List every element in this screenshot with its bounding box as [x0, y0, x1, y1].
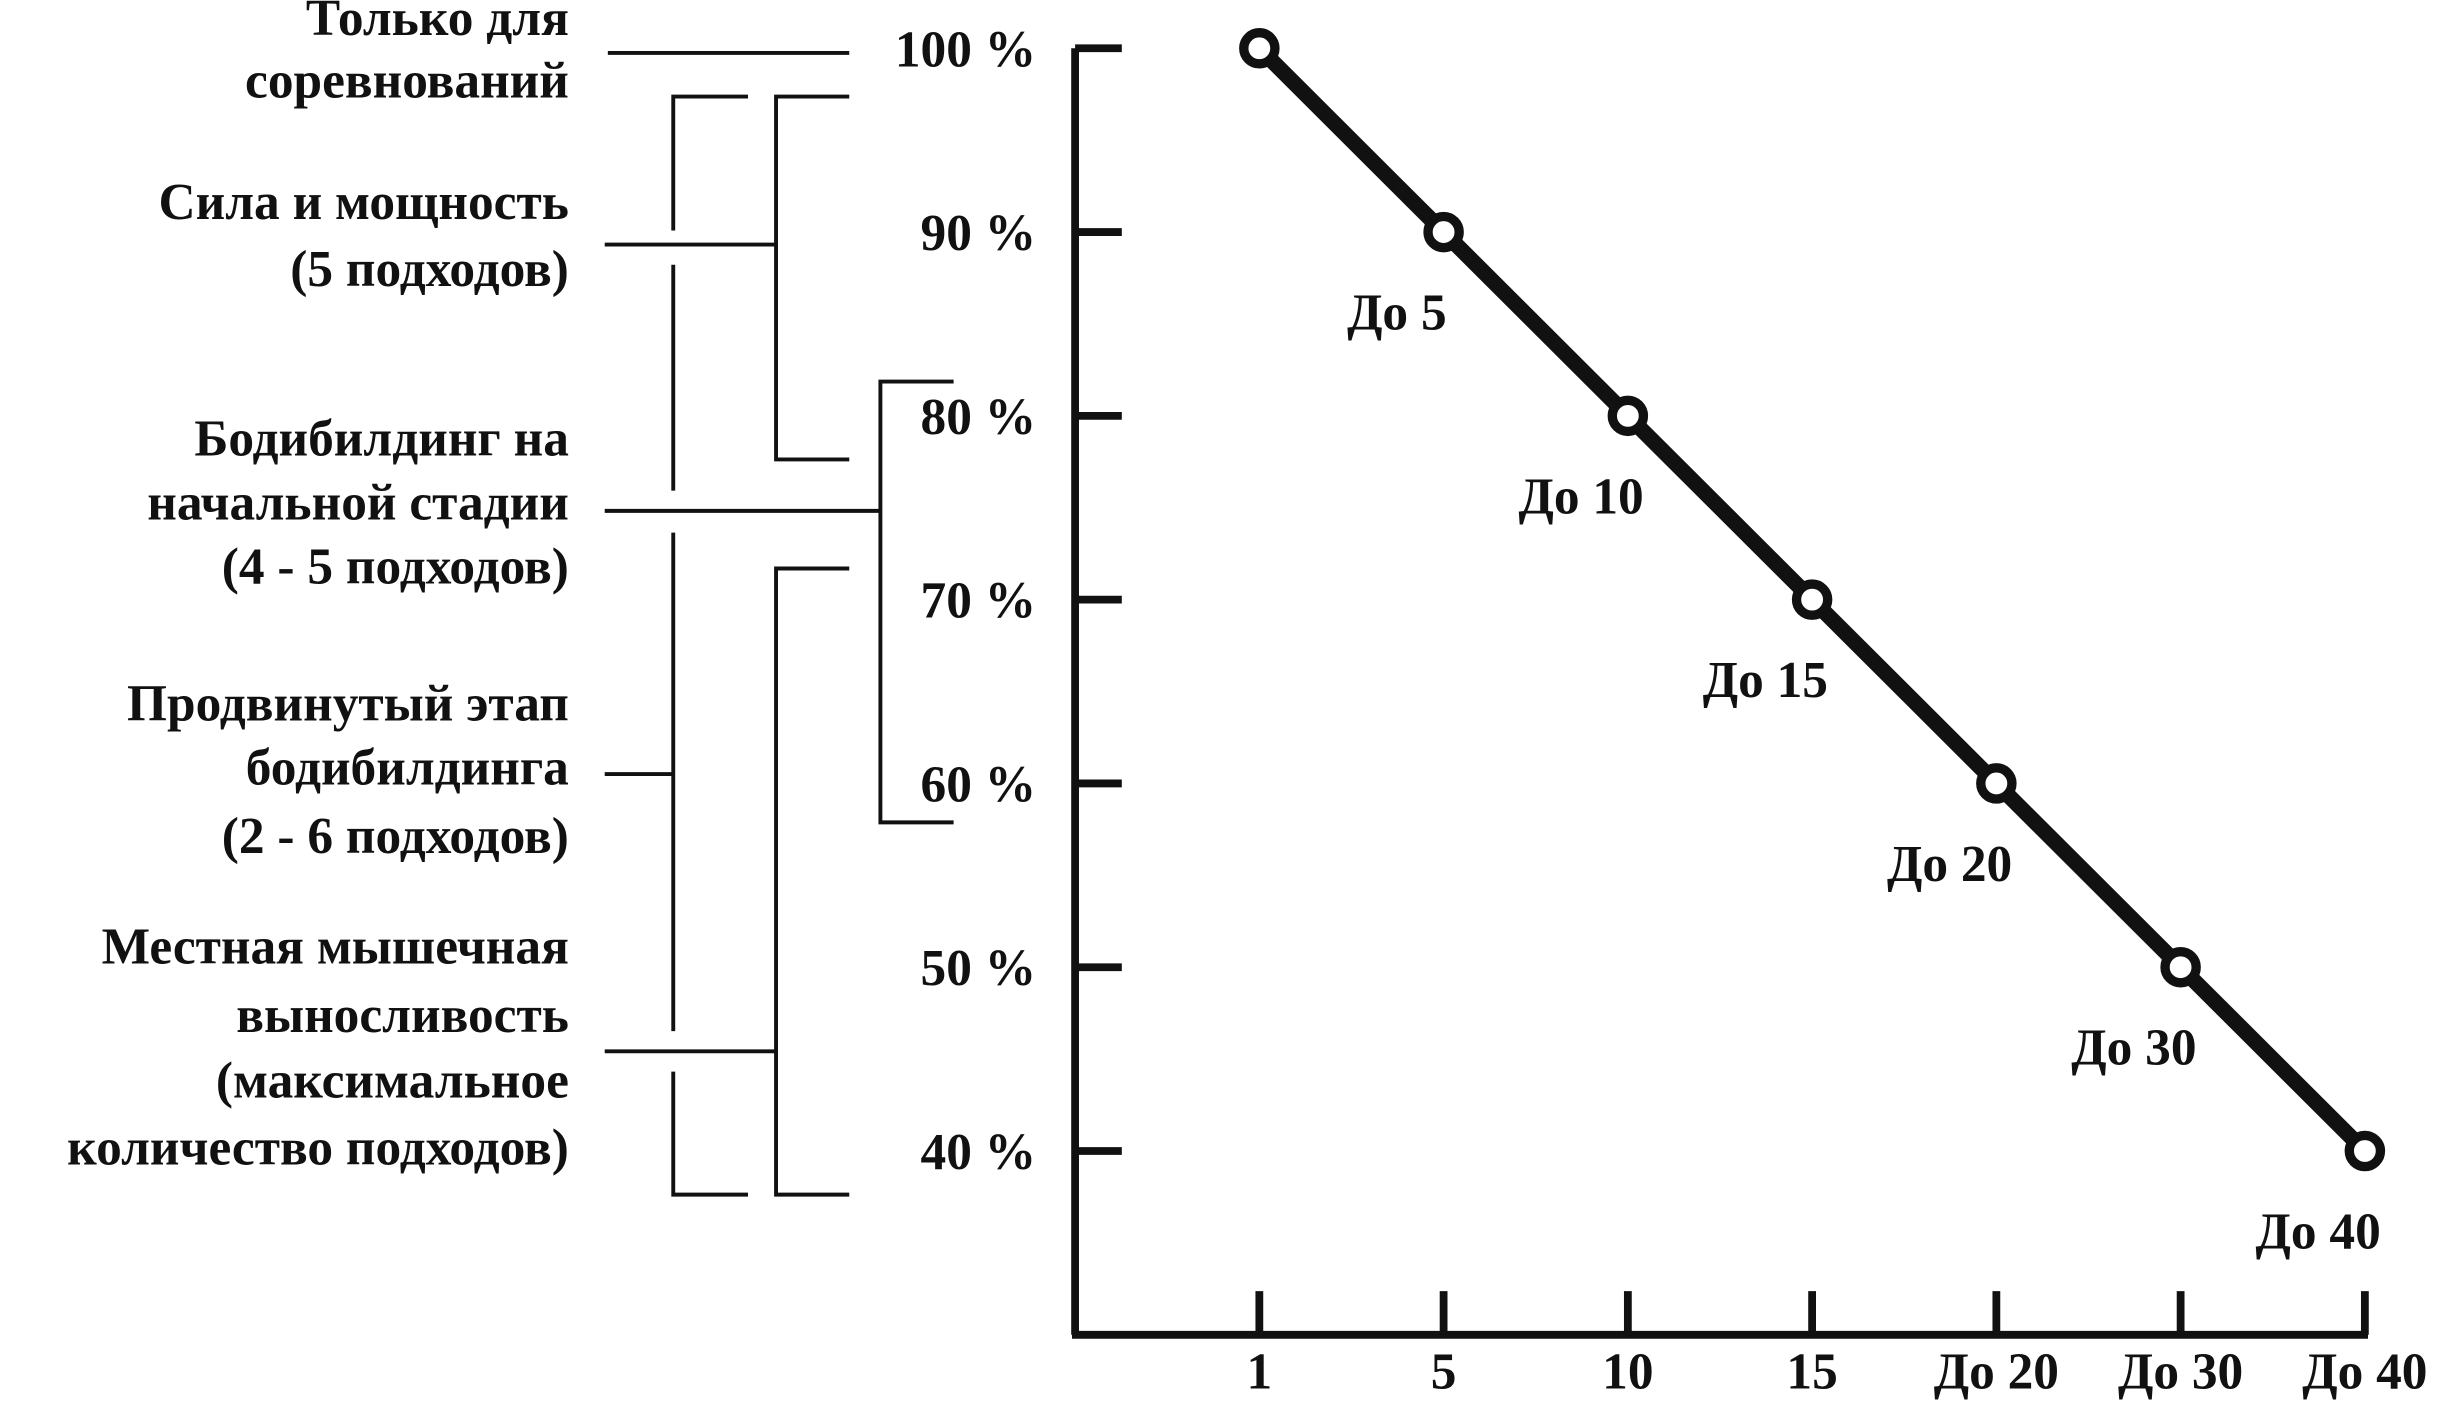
x-tick-label: 1: [1247, 1344, 1273, 1401]
brackets: [604, 51, 954, 1197]
point-label: До 10: [1518, 468, 1643, 525]
annotation: количество подходов): [67, 1119, 569, 1176]
annotation: Сила и мощность: [159, 174, 569, 231]
x-tick-label: До 20: [1934, 1344, 2059, 1401]
annotation: (4 - 5 подходов): [222, 538, 569, 595]
point: [1607, 395, 1649, 437]
point-label: До 30: [2071, 1020, 2196, 1077]
point-label: До 15: [1703, 652, 1828, 709]
point-label: До 40: [2256, 1203, 2381, 1260]
point: [1791, 579, 1833, 620]
x-tick-label: До 30: [2118, 1344, 2243, 1401]
y-tick-label: 60 %: [921, 756, 1037, 813]
annotation: начальной стадии: [147, 475, 569, 532]
bracket: [774, 566, 850, 1197]
annotation: Только для: [306, 0, 569, 47]
annotation: Продвинутый этап: [127, 675, 569, 732]
y-tick-label: 50 %: [921, 940, 1037, 997]
x-tick-label: 10: [1602, 1344, 1653, 1401]
x-tick-label: До 40: [2302, 1344, 2427, 1401]
point: [1239, 28, 1280, 69]
y-tick-label: 80 %: [921, 389, 1037, 446]
point: [2160, 946, 2201, 988]
x-tick-label: 5: [1431, 1344, 1457, 1401]
annotation: Бодибилдинг на: [194, 411, 569, 468]
annotation: (2 - 6 подходов): [222, 808, 569, 865]
x-tick-label: 15: [1786, 1344, 1837, 1401]
annotation: выносливость: [236, 987, 569, 1044]
y-tick-label: 70 %: [921, 573, 1037, 630]
y-tick-label: 40 %: [921, 1124, 1037, 1181]
annotation: (5 подходов): [290, 241, 569, 298]
annotation: соревнований: [245, 52, 569, 109]
point: [1976, 763, 2017, 804]
point: [1423, 211, 1464, 253]
point: [2344, 1130, 2386, 1172]
bracket: [878, 379, 954, 825]
annotation: (максимальное: [216, 1052, 569, 1109]
y-tick-label: 100 %: [895, 21, 1036, 78]
point-label: До 5: [1347, 285, 1447, 342]
y-tick-label: 90 %: [921, 205, 1037, 262]
annotation: Местная мышечная: [102, 918, 569, 975]
bracket: [774, 94, 850, 462]
point-label: До 20: [1887, 836, 2012, 893]
bracket: [671, 94, 749, 1197]
annotation: бодибилдинга: [246, 739, 569, 796]
